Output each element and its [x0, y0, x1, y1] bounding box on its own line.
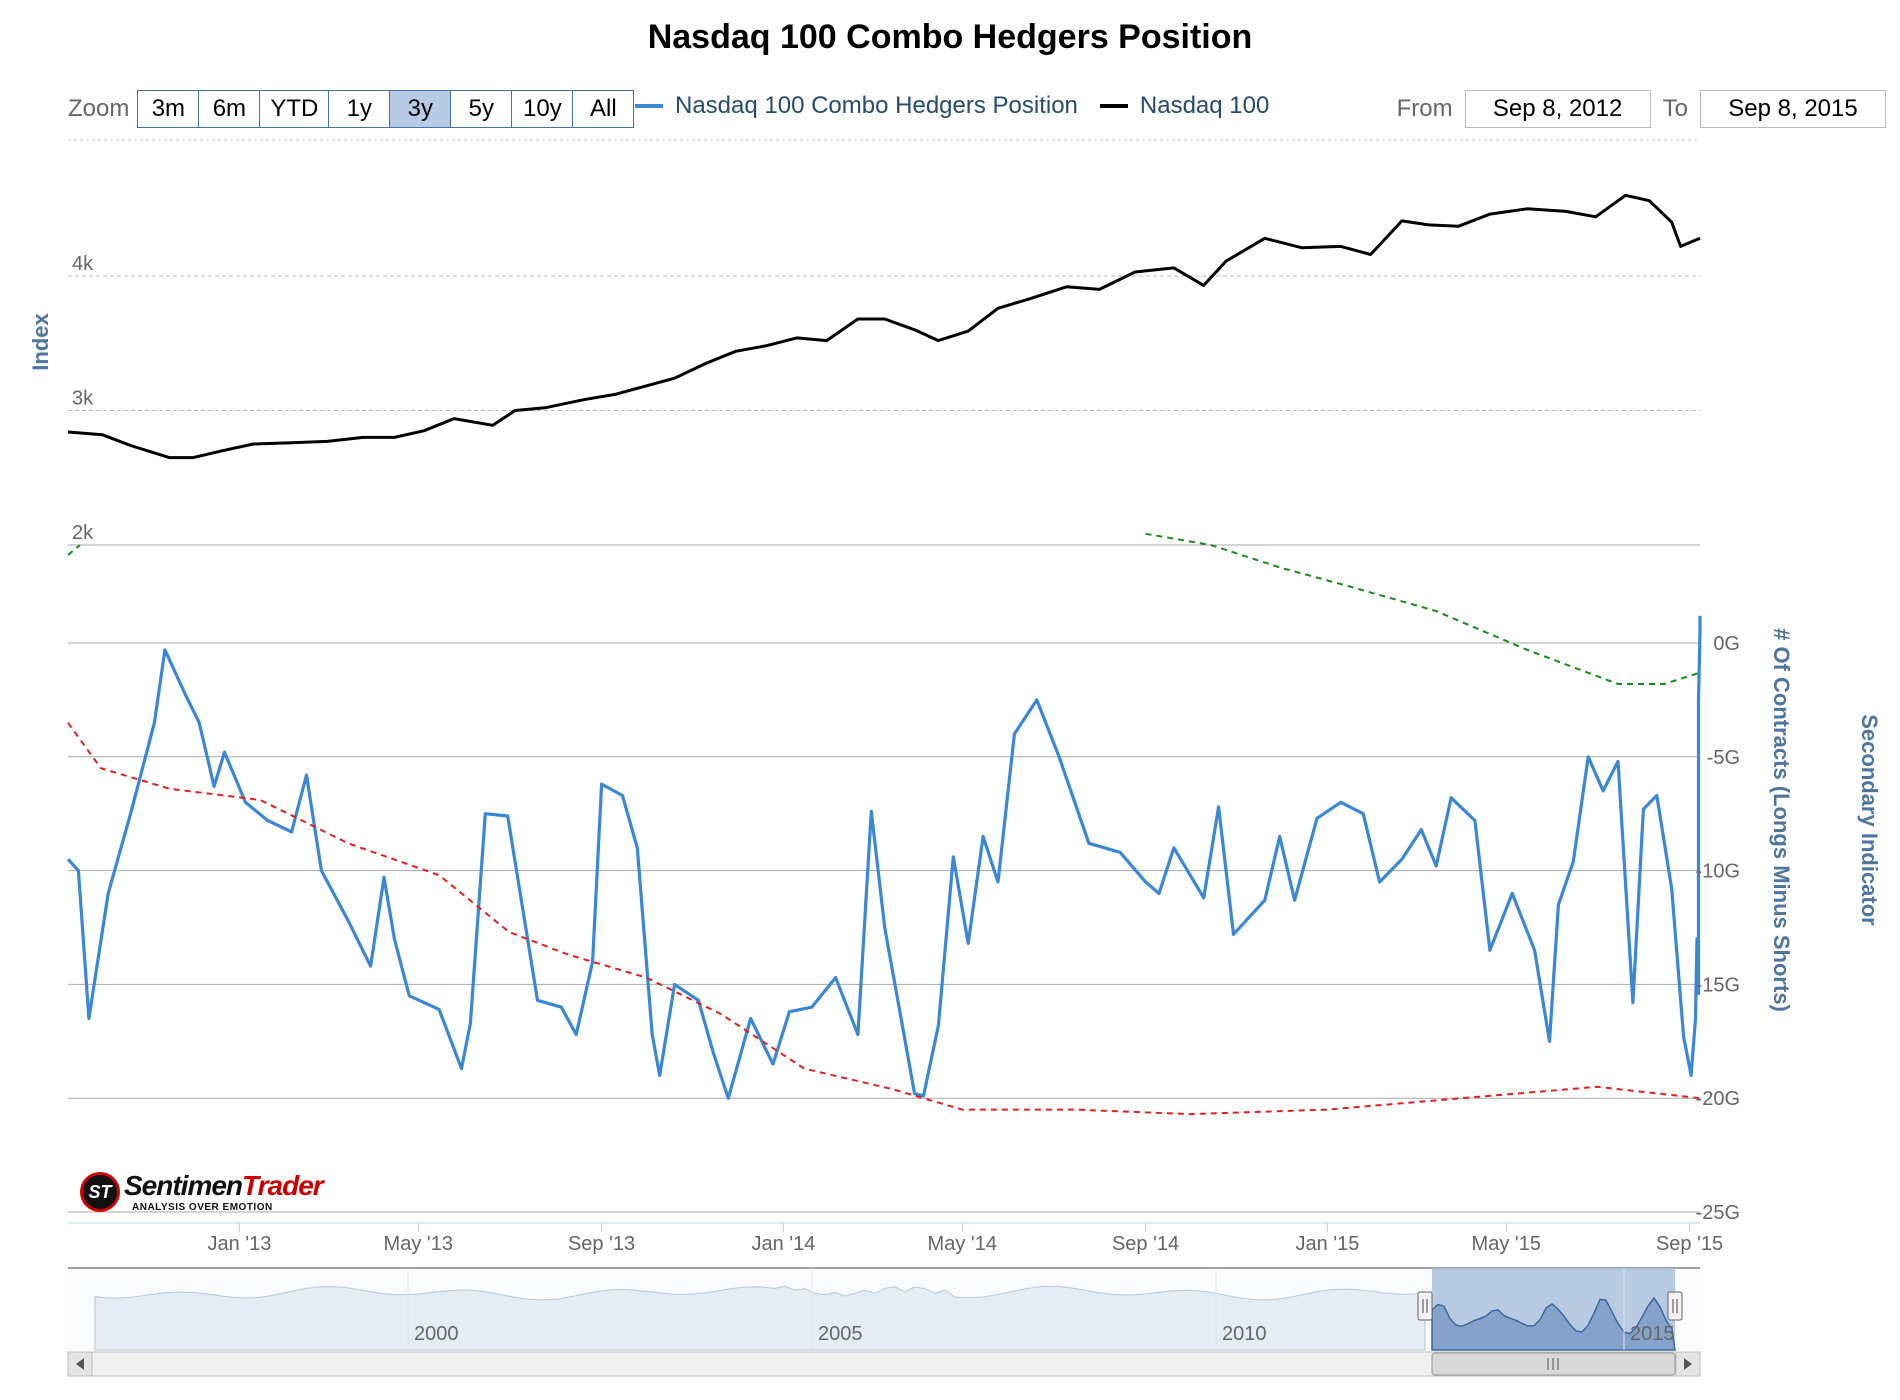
legend: Nasdaq 100 Combo Hedgers Position Nasdaq…: [635, 92, 1269, 120]
chevron-left-icon: [76, 1358, 84, 1370]
contracts-tick-label: -10G: [1696, 861, 1740, 883]
upper-band-line: [1145, 532, 1701, 685]
contracts-tick-label: -25G: [1696, 1202, 1740, 1224]
contracts-tick-label: 0G: [1713, 633, 1740, 655]
axis-layer: 2k 3k 4k Index -25G -20G -15G -10G -5G 0G # Of Con…: [28, 253, 1882, 1255]
x-tick-label: Jan '15: [1295, 1233, 1359, 1255]
index-tick-label: 4k: [72, 253, 94, 275]
chart-title: Nasdaq 100 Combo Hedgers Position: [647, 18, 1253, 56]
zoom-5y-button[interactable]: 5y: [451, 91, 513, 127]
zoom-label: Zoom: [68, 95, 130, 122]
from-label: From: [1396, 95, 1453, 122]
contracts-axis-title: # Of Contracts (Longs Minus Shorts): [1769, 628, 1794, 1012]
zoom-6m-button[interactable]: 6m: [199, 91, 261, 127]
legend-swatch-nasdaq: [1099, 104, 1128, 108]
x-tick-label: Sep '14: [1112, 1233, 1179, 1255]
navigator-left-handle[interactable]: [1417, 1291, 1433, 1321]
contracts-tick-label: -5G: [1707, 747, 1740, 769]
x-tick-label: May '15: [1472, 1233, 1541, 1255]
legend-swatch-hedgers: [635, 104, 663, 108]
zoom-ytd-button[interactable]: YTD: [260, 91, 330, 127]
legend-item-hedgers[interactable]: Nasdaq 100 Combo Hedgers Position: [635, 92, 1078, 120]
logo-wordmark: SentimenTrader: [124, 1170, 324, 1202]
x-tick-label: Jan '14: [751, 1233, 815, 1255]
logo-word-1: Sentimen: [124, 1170, 243, 1201]
x-tick-label: Sep '13: [568, 1233, 635, 1255]
contracts-tick-label: -15G: [1696, 974, 1740, 996]
chevron-right-icon: [1684, 1358, 1692, 1370]
sentimentrader-logo: ST SentimenTrader ANALYSIS OVER EMOTION: [80, 1170, 324, 1218]
grid-layer: [68, 139, 1700, 1213]
zoom-10y-button[interactable]: 10y: [512, 91, 574, 127]
index-tick-label: 3k: [72, 388, 94, 410]
x-tick-label: May '13: [384, 1233, 453, 1255]
x-tick-label: May '14: [928, 1233, 997, 1255]
navigator-year-label: 2010: [1222, 1323, 1267, 1345]
zoom-all-button[interactable]: All: [573, 91, 634, 127]
to-label: To: [1662, 95, 1688, 122]
legend-label-nasdaq: Nasdaq 100: [1139, 92, 1270, 119]
index-tick-label: 2k: [72, 522, 94, 544]
navigator-selected-area: [1431, 1296, 1676, 1351]
to-date-input[interactable]: [1700, 90, 1886, 128]
x-tick-label: Jan '13: [207, 1233, 271, 1255]
legend-label-hedgers: Nasdaq 100 Combo Hedgers Position: [675, 92, 1078, 119]
contracts-tick-label: -20G: [1696, 1088, 1740, 1110]
logo-mark: ST: [80, 1172, 120, 1212]
zoom-toolbar: Zoom 3m 6m YTD 1y 3y 5y 10y All: [68, 90, 635, 128]
zoom-1y-button[interactable]: 1y: [329, 91, 391, 127]
navigator-year-label: 2000: [414, 1323, 459, 1345]
x-tick-label: Sep '15: [1656, 1233, 1723, 1255]
lower-band-line: [67, 722, 1701, 1116]
logo-tagline: ANALYSIS OVER EMOTION: [132, 1202, 273, 1213]
logo-word-2: Trader: [242, 1170, 324, 1201]
navigator-right-handle[interactable]: [1667, 1291, 1683, 1321]
upper-band-start-line: [67, 544, 81, 556]
navigator[interactable]: 2000 2005 2010 2015: [67, 1267, 1701, 1377]
from-date-input[interactable]: [1464, 90, 1651, 128]
hedgers-position-line: [66, 615, 1702, 1100]
navigator-year-label: 2005: [818, 1323, 863, 1345]
date-range-selector: From To: [1385, 90, 1886, 128]
scrollbar-track[interactable]: [67, 1351, 1701, 1377]
zoom-3m-button[interactable]: 3m: [138, 91, 200, 127]
legend-item-nasdaq[interactable]: Nasdaq 100: [1099, 92, 1270, 120]
index-axis-title: Index: [28, 313, 53, 371]
zoom-button-group: 3m 6m YTD 1y 3y 5y 10y All: [137, 90, 635, 128]
navigator-year-label: 2015: [1630, 1323, 1675, 1345]
nasdaq-100-line: [67, 193, 1701, 460]
zoom-3y-button[interactable]: 3y: [390, 91, 452, 127]
secondary-axis-title: Secondary Indicator: [1857, 714, 1882, 926]
series-layer: [66, 193, 1702, 1116]
navigator-history-area: [94, 1285, 1426, 1351]
